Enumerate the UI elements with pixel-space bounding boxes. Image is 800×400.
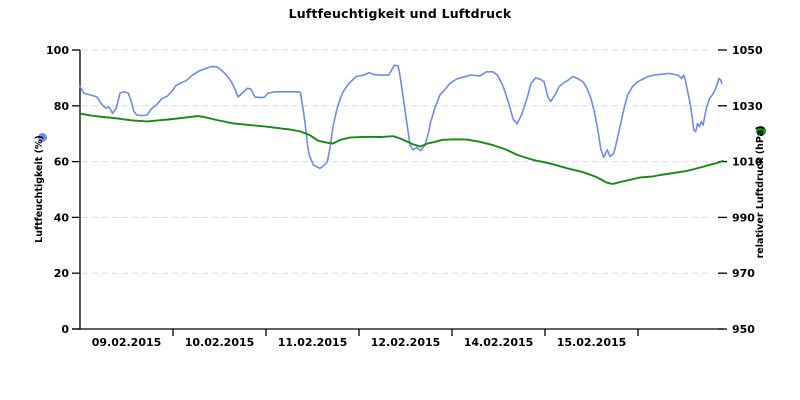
left-tick-label: 40 bbox=[54, 211, 70, 224]
right-tick-label: 990 bbox=[732, 211, 755, 224]
x-tick-label: 10.02.2015 bbox=[185, 336, 255, 349]
x-tick-label: 12.02.2015 bbox=[371, 336, 441, 349]
left-tick-label: 60 bbox=[54, 156, 70, 169]
humidity-axis-label: Luftfeuchtigkeit (%) bbox=[34, 135, 45, 243]
right-tick-label: 1010 bbox=[732, 156, 763, 169]
right-tick-label: 1030 bbox=[732, 100, 763, 113]
x-tick-label: 11.02.2015 bbox=[278, 336, 348, 349]
x-tick-label: 09.02.2015 bbox=[92, 336, 162, 349]
humidity-line bbox=[79, 64, 723, 170]
humidity-legend-dot bbox=[38, 133, 47, 142]
left-tick-label: 80 bbox=[54, 100, 70, 113]
right-tick-label: 950 bbox=[732, 323, 755, 336]
pressure-axis-label: relativer Luftdruck (hPa) bbox=[755, 125, 766, 259]
chart-title: Luftfeuchtigkeit und Luftdruck bbox=[288, 6, 512, 21]
right-tick-label: 1050 bbox=[732, 44, 763, 57]
pressure-legend-dot bbox=[756, 126, 766, 136]
left-tick-label: 20 bbox=[54, 267, 70, 280]
left-tick-label: 100 bbox=[46, 44, 69, 57]
x-tick-label: 14.02.2015 bbox=[464, 336, 534, 349]
left-tick-label: 0 bbox=[61, 323, 69, 336]
x-tick-label: 15.02.2015 bbox=[557, 336, 627, 349]
right-tick-label: 970 bbox=[732, 267, 755, 280]
pressure-line bbox=[79, 112, 724, 185]
